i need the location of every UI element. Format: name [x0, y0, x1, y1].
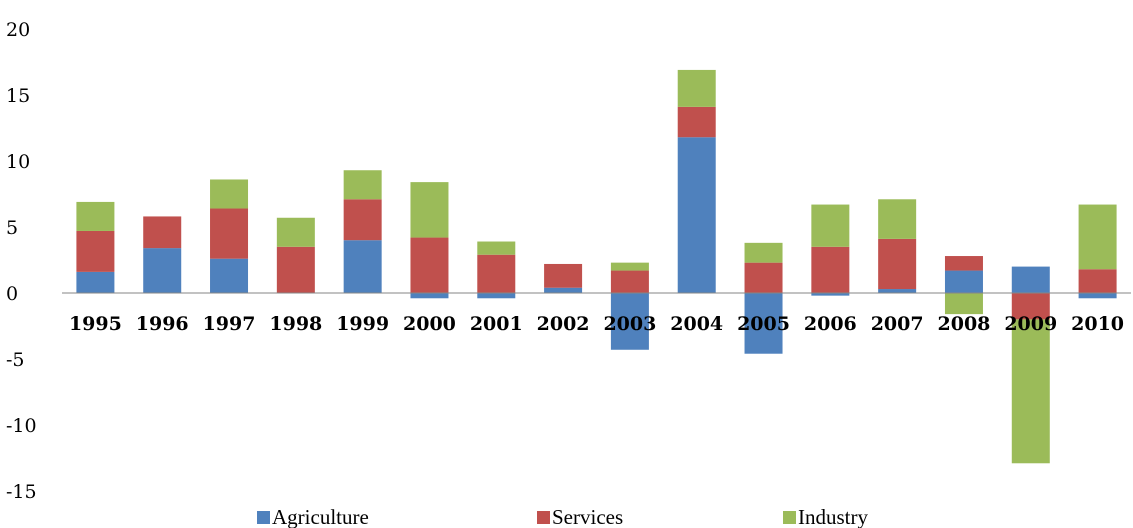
- x-tick-label: 2002: [537, 313, 590, 335]
- bar-agriculture-2010: [1078, 293, 1117, 299]
- bar-industry-1999: [343, 170, 382, 200]
- y-tick-label: -10: [6, 415, 37, 437]
- x-tick-label: 2000: [403, 313, 456, 335]
- bar-services-1995: [76, 230, 115, 272]
- x-axis-ticks: 1995 1996 1997 1998 1999 2000 2001 2002 2003 2004…: [69, 313, 1124, 335]
- bar-agriculture-2001: [477, 293, 516, 299]
- bar-services-2004: [677, 106, 716, 138]
- x-tick-label: 1996: [136, 313, 189, 335]
- bar-industry-2007: [878, 199, 917, 239]
- bar-agriculture-2007: [878, 289, 917, 293]
- legend-label-agriculture: Agriculture: [272, 505, 369, 528]
- bar-agriculture-2005: [744, 293, 783, 354]
- x-tick-label: 1997: [203, 313, 256, 335]
- bar-industry-1995: [76, 201, 115, 231]
- bar-industry-2004: [677, 69, 716, 107]
- x-tick-label: 2008: [938, 313, 991, 335]
- bar-agriculture-1996: [143, 248, 182, 293]
- bar-services-2003: [610, 270, 649, 293]
- bar-agriculture-1997: [210, 258, 249, 293]
- x-tick-label: 1999: [336, 313, 389, 335]
- legend-swatch-agriculture: [257, 511, 270, 524]
- y-tick-label: -5: [6, 349, 25, 371]
- bar-agriculture-2002: [544, 287, 583, 293]
- legend-swatch-services: [537, 511, 550, 524]
- bar-services-2005: [744, 262, 783, 293]
- y-axis-ticks: 20 15 10 5 0 -5 -10 -15: [6, 19, 37, 503]
- bar-industry-2001: [477, 241, 516, 255]
- x-tick-label: 2009: [1004, 313, 1057, 335]
- bar-agriculture-2008: [944, 270, 983, 293]
- y-tick-label: 15: [6, 85, 30, 107]
- bar-industry-2005: [744, 242, 783, 263]
- bar-industry-2009: [1011, 319, 1050, 464]
- bar-services-2010: [1078, 269, 1117, 293]
- bar-agriculture-2009: [1011, 266, 1050, 293]
- bar-services-2001: [477, 254, 516, 293]
- x-tick-label: 2005: [737, 313, 790, 335]
- bar-services-2002: [544, 263, 583, 288]
- x-tick-label: 1995: [69, 313, 122, 335]
- bar-services-2006: [811, 246, 850, 293]
- bars: [76, 69, 1117, 464]
- legend-label-services: Services: [552, 505, 623, 528]
- y-tick-label: -15: [6, 481, 37, 503]
- bar-industry-2003: [610, 262, 649, 271]
- x-tick-label: 2004: [670, 313, 723, 335]
- bar-agriculture-2000: [410, 293, 449, 299]
- bar-services-1998: [276, 246, 315, 293]
- bar-industry-1998: [276, 217, 315, 247]
- x-tick-label: 2006: [804, 313, 857, 335]
- x-tick-label: 2010: [1071, 313, 1124, 335]
- y-tick-label: 5: [6, 217, 18, 239]
- bar-services-1997: [210, 208, 249, 259]
- bar-services-1999: [343, 199, 382, 241]
- y-tick-label: 10: [6, 151, 30, 173]
- bar-services-1996: [143, 216, 182, 249]
- bar-agriculture-1995: [76, 271, 115, 293]
- legend: Agriculture Services Industry: [257, 505, 868, 528]
- x-tick-label: 2001: [470, 313, 523, 335]
- bar-industry-2008: [944, 293, 983, 315]
- bar-services-2009: [1011, 293, 1050, 320]
- bar-services-2008: [944, 256, 983, 271]
- legend-label-industry: Industry: [798, 505, 868, 528]
- y-tick-label: 0: [6, 283, 18, 305]
- bar-services-2000: [410, 237, 449, 293]
- x-tick-label: 2007: [871, 313, 924, 335]
- legend-swatch-industry: [783, 511, 796, 524]
- bar-agriculture-2004: [677, 137, 716, 293]
- y-tick-label: 20: [6, 19, 30, 41]
- x-tick-label: 2003: [603, 313, 656, 335]
- bar-industry-2006: [811, 204, 850, 247]
- bar-industry-2000: [410, 182, 449, 238]
- bar-industry-1997: [210, 179, 249, 209]
- bar-agriculture-1999: [343, 240, 382, 293]
- bar-agriculture-2006: [811, 293, 850, 296]
- bar-agriculture-2003: [610, 293, 649, 350]
- bar-industry-2010: [1078, 204, 1117, 270]
- x-tick-label: 1998: [269, 313, 322, 335]
- bar-services-2007: [878, 238, 917, 290]
